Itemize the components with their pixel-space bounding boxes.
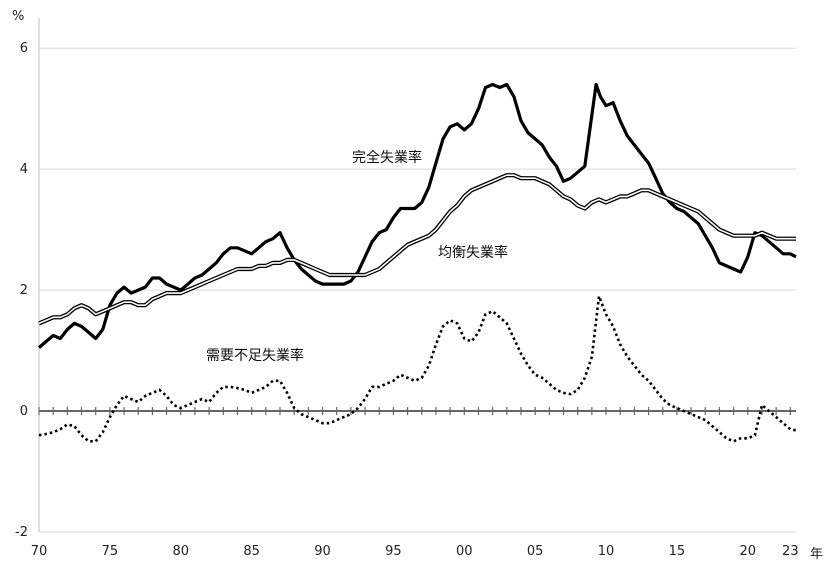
y-unit-label: % <box>12 9 24 24</box>
series-line-kinkou-outer <box>38 173 796 326</box>
series-line-juyoufusoku <box>38 295 797 443</box>
x-tick-label: 10 <box>598 544 615 559</box>
chart-axes <box>38 18 796 532</box>
x-tick-label: 70 <box>31 544 48 559</box>
y-tick-label: 2 <box>20 283 28 298</box>
series-line-kanzen <box>37 82 797 349</box>
chart-labels: -2 0 2 4 6 70 75 80 85 90 95 00 05 10 15 20 23% 年 完全失業率均衡失… <box>12 9 823 562</box>
x-unit-label: 年 <box>810 547 823 562</box>
x-tick-label: 05 <box>527 544 544 559</box>
x-tick-label: 80 <box>172 544 189 559</box>
series-annotation-label: 均衡失業率 <box>438 244 508 261</box>
x-tick-label: 23 <box>782 544 799 559</box>
x-tick-label: 00 <box>456 544 473 559</box>
y-tick-label: 4 <box>20 162 28 177</box>
x-tick-label: 20 <box>740 544 757 559</box>
x-tick-label: 75 <box>102 544 119 559</box>
chart-series <box>37 82 797 443</box>
y-tick-label: 0 <box>20 404 28 419</box>
y-tick-label: -2 <box>15 525 28 540</box>
horizontal-grid-lines <box>39 47 796 533</box>
series-annotation-label: 需要不足失業率 <box>206 347 304 364</box>
x-tick-label: 95 <box>385 544 402 559</box>
x-tick-label: 90 <box>314 544 331 559</box>
x-tick-label: 15 <box>669 544 686 559</box>
series-line-kinkou-inner <box>38 174 796 325</box>
x-tick-label: 85 <box>243 544 260 559</box>
y-tick-label: 6 <box>20 41 28 56</box>
series-annotation-label: 完全失業率 <box>352 149 422 166</box>
